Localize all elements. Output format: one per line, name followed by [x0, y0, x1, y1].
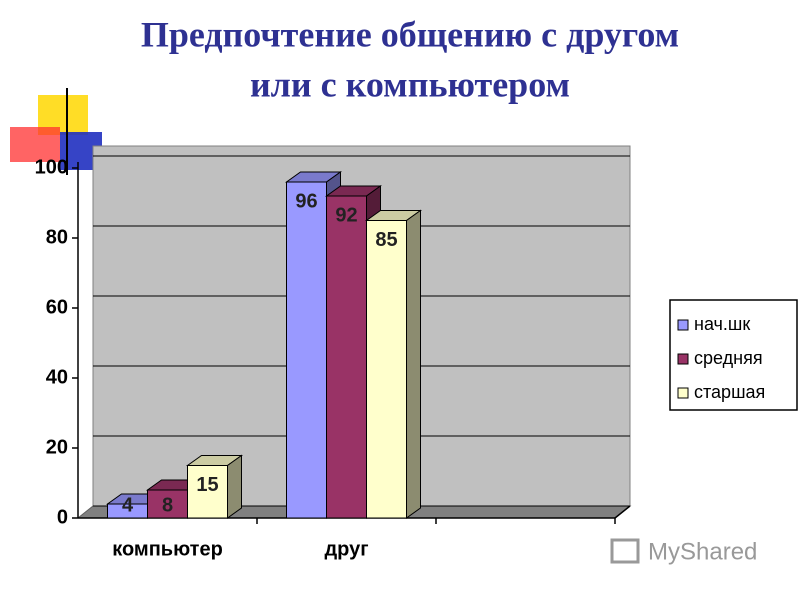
- legend-swatch: [677, 353, 689, 365]
- bar-front: [366, 220, 407, 519]
- chart-title: или с компьютером: [250, 64, 570, 104]
- y-tick-label: 60: [46, 296, 68, 318]
- legend: [669, 299, 798, 411]
- legend-label: старшая: [694, 382, 765, 402]
- y-tick-label: 80: [46, 226, 68, 248]
- x-tick-label: друг: [324, 538, 368, 560]
- legend-label: нач.шк: [694, 314, 750, 334]
- y-tick-label: 20: [46, 436, 68, 458]
- x-axis-depth: [614, 505, 631, 519]
- legend-swatch: [677, 387, 689, 399]
- bar-side: [406, 209, 421, 519]
- value-label: 15: [196, 474, 218, 496]
- bar-side: [227, 454, 242, 519]
- bar-front: [147, 489, 188, 519]
- bar-front: [286, 181, 327, 519]
- legend-label: средняя: [694, 348, 763, 368]
- value-label: 4: [122, 494, 134, 516]
- bar-front: [326, 195, 367, 519]
- watermark: MyShared: [610, 538, 757, 565]
- watermark-text: MyShared: [648, 538, 757, 565]
- value-label: 96: [295, 190, 317, 212]
- bar-front: [187, 465, 228, 519]
- legend-swatch: [677, 319, 689, 331]
- y-tick-label: 100: [35, 156, 68, 178]
- bar: [185, 454, 244, 519]
- value-label: 8: [162, 494, 173, 516]
- plot-area: 0 20 40 60 80 100 компьютер друг 4 96 8 92 15 85: [35, 145, 632, 560]
- value-label: 85: [375, 229, 397, 251]
- y-tick-label: 0: [57, 506, 68, 528]
- bar: [364, 209, 423, 519]
- x-tick-label: компьютер: [112, 538, 223, 560]
- y-tick-label: 40: [46, 366, 68, 388]
- chart-title: Предпочтение общению с другом: [141, 14, 679, 54]
- value-label: 92: [335, 204, 357, 226]
